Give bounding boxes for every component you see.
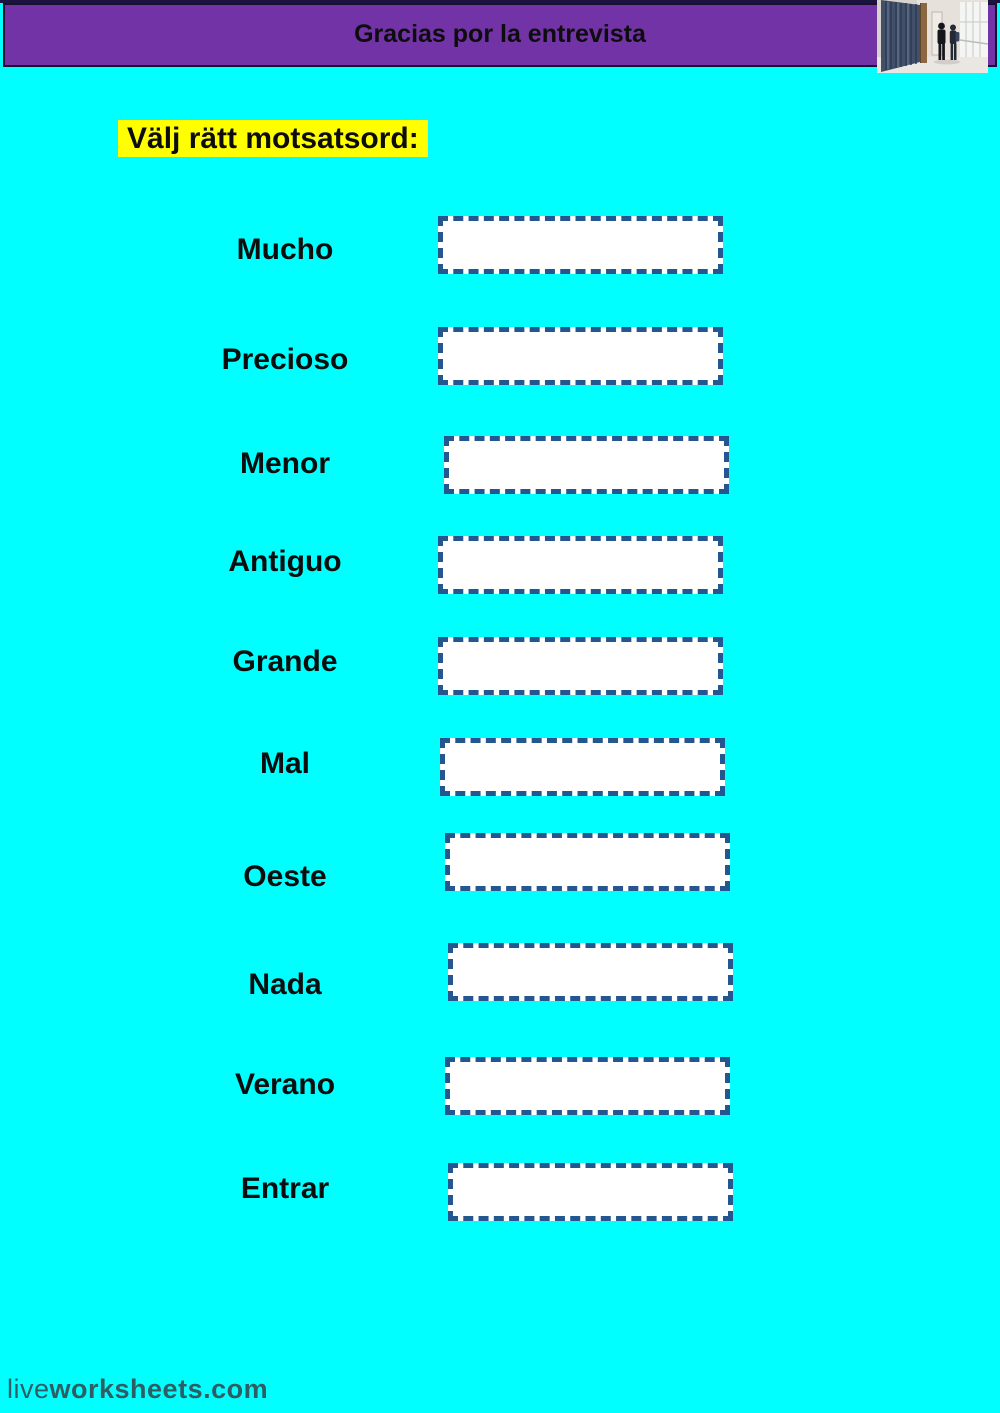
word-label: Mucho	[236, 233, 334, 266]
hallway-photo-graphic	[877, 0, 988, 73]
answer-input-box[interactable]	[448, 943, 733, 1001]
header-title: Gracias por la entrevista	[354, 20, 646, 48]
answer-input-box[interactable]	[438, 637, 723, 695]
footer-brand-live: live	[7, 1374, 50, 1404]
header-bar: Gracias por la entrevista	[3, 3, 997, 67]
answer-input-box[interactable]	[445, 1057, 730, 1115]
answer-input-box[interactable]	[444, 436, 729, 494]
answer-input-box[interactable]	[445, 833, 730, 891]
exercise-row: Grande	[0, 637, 1000, 699]
exercise-row: Mucho	[0, 216, 1000, 278]
word-label: Menor	[240, 447, 330, 480]
answer-input-box[interactable]	[438, 536, 723, 594]
exercise-row: Verano	[0, 1057, 1000, 1119]
answer-input-box[interactable]	[438, 327, 723, 385]
instruction-title: Välj rätt motsatsord:	[118, 120, 428, 157]
answer-input-box[interactable]	[438, 216, 723, 274]
exercise-row: Nada	[0, 943, 1000, 1005]
word-label: Entrar	[240, 1172, 330, 1205]
exercise-row: Precioso	[0, 327, 1000, 389]
word-label: Nada	[248, 968, 322, 1001]
hallway-photo	[877, 0, 988, 73]
word-label: Verano	[234, 1068, 336, 1101]
answer-input-box[interactable]	[440, 738, 725, 796]
exercise-row: Mal	[0, 738, 1000, 800]
word-label: Grande	[232, 645, 338, 678]
word-label: Precioso	[221, 343, 349, 376]
exercise-row: Entrar	[0, 1163, 1000, 1225]
exercise-row: Oeste	[0, 833, 1000, 895]
answer-input-box[interactable]	[448, 1163, 733, 1221]
word-label: Antiguo	[228, 545, 342, 578]
word-label: Mal	[259, 747, 310, 780]
word-label: Oeste	[243, 860, 327, 893]
exercise-row: Antiguo	[0, 536, 1000, 598]
footer-brand: liveworksheets.com	[7, 1374, 268, 1405]
exercise-row: Menor	[0, 436, 1000, 498]
page-top-border	[0, 0, 1000, 3]
footer-brand-worksheets: worksheets.com	[49, 1374, 269, 1404]
